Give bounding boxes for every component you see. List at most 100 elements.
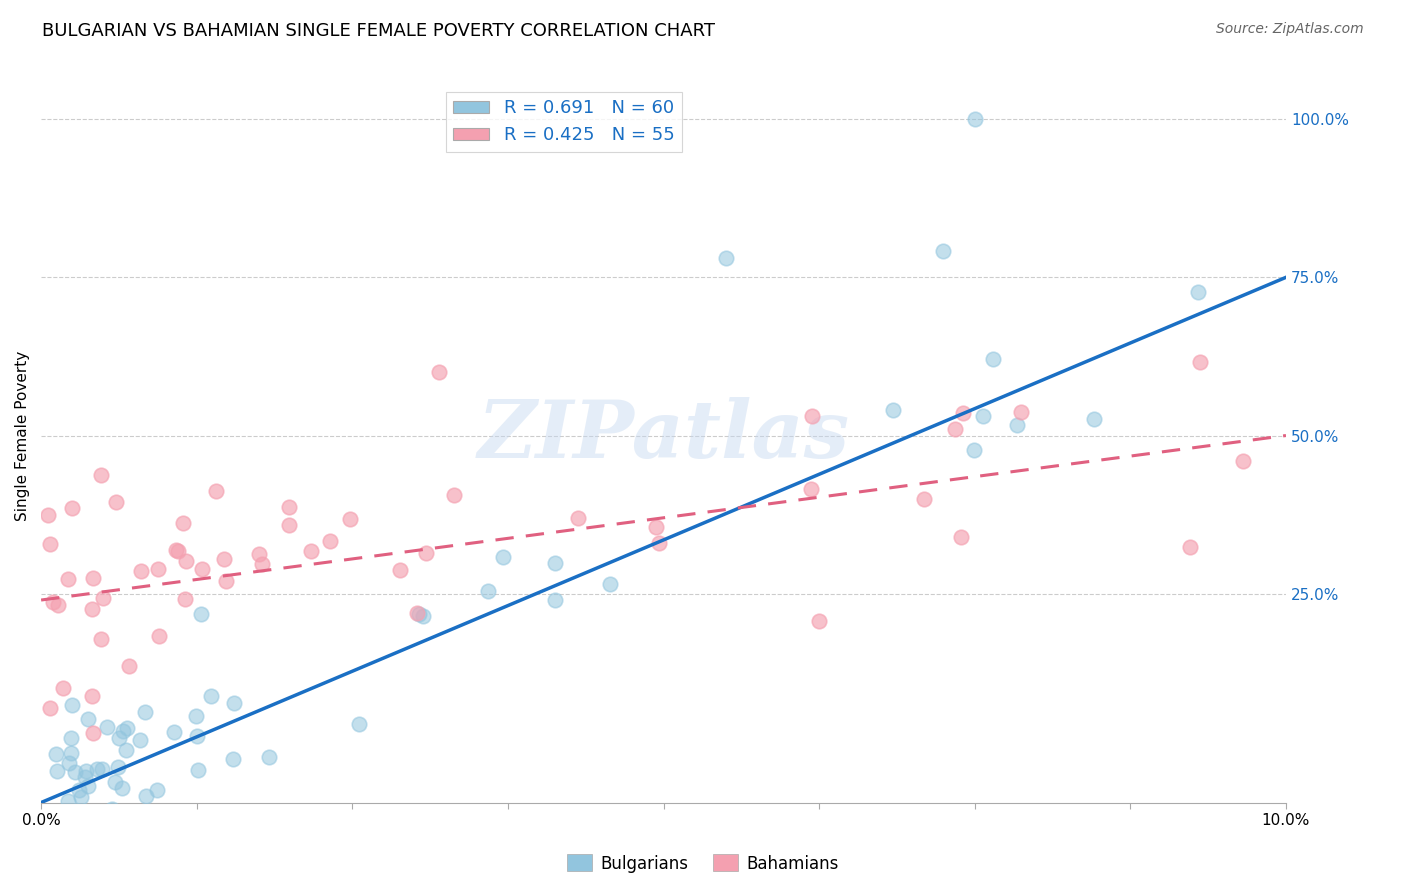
Point <box>39 700 62 714</box>
Point <box>90 809 112 823</box>
Point <box>39 830 62 845</box>
Point <box>111 781 134 796</box>
Point <box>42 594 65 608</box>
Point <box>167 544 190 558</box>
Point <box>222 752 245 766</box>
Point <box>963 112 986 127</box>
Point <box>91 591 114 605</box>
Point <box>412 609 434 624</box>
Text: Source: ZipAtlas.com: Source: ZipAtlas.com <box>1216 22 1364 37</box>
Point <box>75 764 97 779</box>
Point <box>86 763 108 777</box>
Point <box>406 606 429 620</box>
Point <box>714 252 737 266</box>
Point <box>277 500 299 514</box>
Point <box>1010 405 1032 419</box>
Point <box>544 556 567 570</box>
Point <box>205 483 228 498</box>
Point <box>190 607 212 622</box>
Text: ZIPatlas: ZIPatlas <box>478 397 849 475</box>
Point <box>429 365 451 379</box>
Point <box>104 775 127 789</box>
Point <box>339 512 361 526</box>
Point <box>299 543 322 558</box>
Y-axis label: Single Female Poverty: Single Female Poverty <box>15 351 30 521</box>
Point <box>90 632 112 647</box>
Point <box>82 602 104 616</box>
Point <box>1232 454 1254 468</box>
Point <box>190 562 212 576</box>
Point <box>943 422 966 436</box>
Point <box>981 351 1004 366</box>
Point <box>224 696 246 710</box>
Point <box>60 698 83 713</box>
Point <box>91 762 114 776</box>
Point <box>477 584 499 599</box>
Point <box>1188 355 1211 369</box>
Point <box>645 519 668 533</box>
Point <box>215 574 238 588</box>
Point <box>146 782 169 797</box>
Point <box>76 712 98 726</box>
Point <box>176 554 198 568</box>
Point <box>115 742 138 756</box>
Point <box>80 690 103 704</box>
Point <box>319 534 342 549</box>
Point <box>1083 412 1105 426</box>
Point <box>63 765 86 780</box>
Point <box>67 847 90 861</box>
Point <box>118 659 141 673</box>
Point <box>56 572 79 586</box>
Point <box>128 732 150 747</box>
Point <box>443 488 465 502</box>
Point <box>82 571 104 585</box>
Point <box>187 763 209 777</box>
Point <box>932 244 955 259</box>
Point <box>105 495 128 509</box>
Point <box>134 705 156 719</box>
Point <box>60 500 83 515</box>
Point <box>115 721 138 735</box>
Point <box>1180 540 1202 554</box>
Point <box>950 529 973 543</box>
Point <box>257 750 280 764</box>
Point <box>162 724 184 739</box>
Legend: R = 0.691   N = 60, R = 0.425   N = 55: R = 0.691 N = 60, R = 0.425 N = 55 <box>446 92 682 152</box>
Point <box>60 747 83 761</box>
Point <box>58 756 80 771</box>
Point <box>952 405 974 419</box>
Point <box>389 563 412 577</box>
Point <box>277 518 299 533</box>
Point <box>135 789 157 803</box>
Point <box>148 629 170 643</box>
Point <box>250 558 273 572</box>
Point <box>39 536 62 550</box>
Point <box>37 508 59 522</box>
Point <box>67 782 90 797</box>
Point <box>70 790 93 805</box>
Point <box>972 409 994 423</box>
Point <box>108 731 131 745</box>
Point <box>75 824 97 838</box>
Point <box>101 802 124 816</box>
Point <box>247 548 270 562</box>
Point <box>52 681 75 696</box>
Point <box>567 510 589 524</box>
Point <box>186 729 208 743</box>
Point <box>408 607 430 622</box>
Point <box>544 592 567 607</box>
Point <box>45 747 67 761</box>
Point <box>912 491 935 506</box>
Point <box>146 562 169 576</box>
Point <box>1007 417 1029 432</box>
Point <box>1187 285 1209 299</box>
Point <box>807 614 830 628</box>
Point <box>212 551 235 566</box>
Point <box>492 550 515 565</box>
Point <box>599 577 621 591</box>
Point <box>165 542 187 557</box>
Point <box>111 724 134 739</box>
Point <box>415 546 437 560</box>
Point <box>186 709 208 723</box>
Point <box>82 726 104 740</box>
